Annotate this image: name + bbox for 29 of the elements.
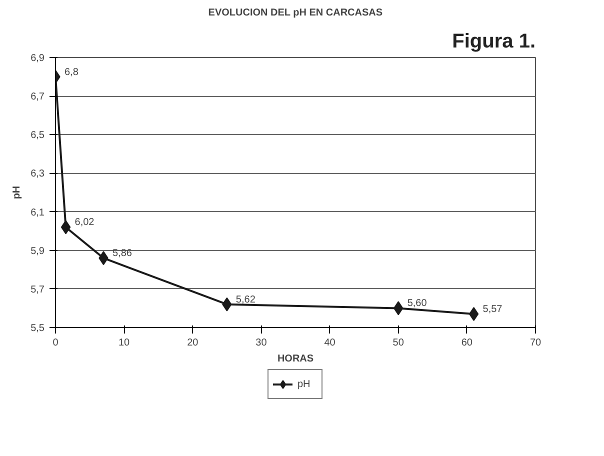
y-tick-label: 6,3 [30,168,45,180]
x-tick-label: 30 [256,338,268,348]
y-tick-label: 6,5 [30,130,45,142]
x-tick-label: 60 [461,338,473,348]
data-label: 6,02 [74,217,95,228]
x-tick-label: 40 [324,338,336,348]
x-axis-title: HORAS [277,354,314,364]
chart-title: EVOLUCION DEL pH EN CARCASAS [208,8,383,18]
y-tick-label: 6,9 [30,53,45,64]
text: Figura 1. [452,30,536,52]
y-tick-label: 6,1 [30,207,45,218]
y-tick-label: 5,5 [30,323,45,334]
data-label: 5,86 [112,248,132,260]
data-label: 5,57 [482,304,503,315]
y-axis-title: pH [12,186,23,200]
x-tick-label: 70 [530,338,542,348]
data-label: 5,62 [236,294,256,306]
x-tick-label: 50 [392,338,404,348]
data-label: 5,60 [407,298,428,310]
legend-label: pH [298,378,312,390]
x-tick-label: 10 [118,338,130,348]
data-label: 6,8 [64,66,79,78]
point [60,220,71,234]
x-tick-label: 20 [187,338,199,348]
point [468,307,479,321]
y-tick-label: 5,7 [30,284,45,296]
y-tick-label: 6,7 [30,92,45,103]
x-tick-label: 0 [52,338,59,348]
y-tick-label: 5,9 [30,246,45,257]
